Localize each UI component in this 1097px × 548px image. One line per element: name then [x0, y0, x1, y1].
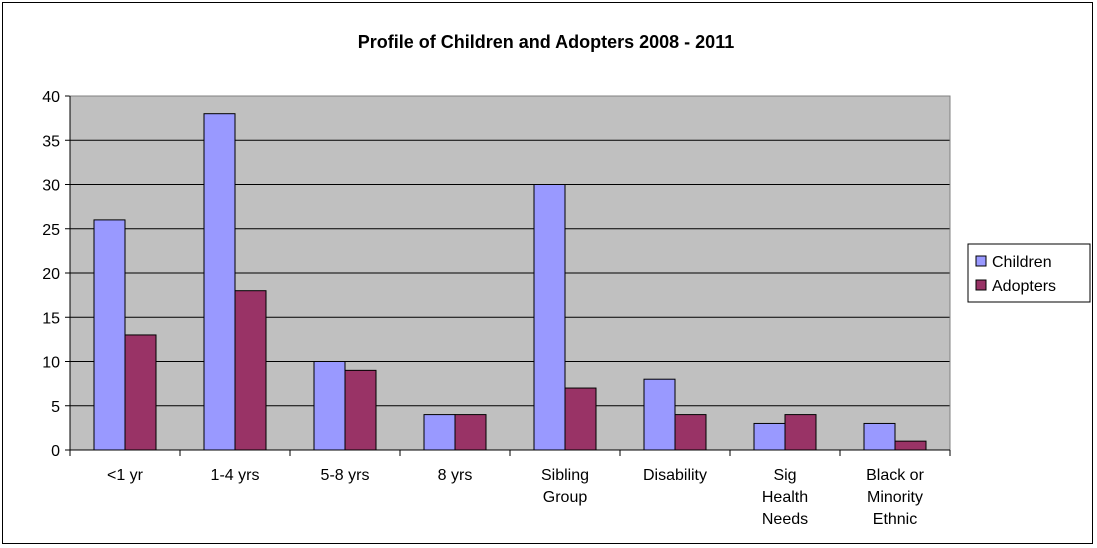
legend-swatch-children	[975, 255, 987, 267]
x-tick-label: 5-8 yrs	[321, 467, 370, 484]
x-tick-label: <1 yr	[107, 467, 144, 484]
y-tick-label: 5	[51, 399, 60, 416]
bar-children	[643, 378, 676, 451]
legend-swatch-adopters	[975, 279, 987, 291]
x-tick-label: Sibling Group	[541, 467, 589, 506]
chart-title: Profile of Children and Adopters 2008 - …	[358, 32, 734, 52]
bar-children	[93, 219, 126, 451]
bar-children	[423, 414, 456, 451]
legend-label-adopters: Adopters	[992, 278, 1056, 295]
bar-children	[753, 422, 786, 451]
legend-box	[967, 243, 1091, 303]
bar-adopters	[234, 290, 267, 451]
x-tick-label: 1-4 yrs	[211, 467, 260, 484]
plot-area: 0 5 10 15 20 25 30 35 40 <1 yr 1-4 yrs 5-8 yrs 8 yrs…	[42, 89, 951, 528]
y-tick-label: 25	[42, 222, 60, 239]
bar-adopters	[784, 414, 817, 451]
x-tick-label: Black or Minority Ethnic	[866, 467, 924, 528]
y-tick-label: 35	[42, 133, 60, 150]
y-tick-label: 40	[42, 89, 60, 106]
bar-children	[203, 113, 236, 451]
bar-adopters	[674, 414, 707, 451]
y-tick-label: 0	[51, 443, 60, 460]
legend-label-children: Children	[992, 254, 1052, 271]
y-tick-label: 15	[42, 310, 60, 327]
bar-adopters	[344, 369, 377, 451]
bar-chart: Profile of Children and Adopters 2008 - …	[42, 32, 1091, 528]
x-tick-label: Disability	[643, 467, 707, 484]
y-tick-label: 10	[42, 355, 60, 372]
x-tick-label: Sig Health Needs	[762, 467, 808, 528]
bar-children	[533, 184, 566, 451]
y-tick-label: 30	[42, 178, 60, 195]
bar-adopters	[454, 414, 487, 451]
legend: Children Adopters	[967, 243, 1091, 303]
bar-children	[863, 422, 896, 451]
y-tick-label: 20	[42, 266, 60, 283]
bar-adopters	[894, 440, 927, 451]
x-tick-label: 8 yrs	[438, 467, 473, 484]
bar-adopters	[564, 387, 597, 451]
bar-children	[313, 361, 346, 451]
bar-adopters	[124, 334, 157, 451]
